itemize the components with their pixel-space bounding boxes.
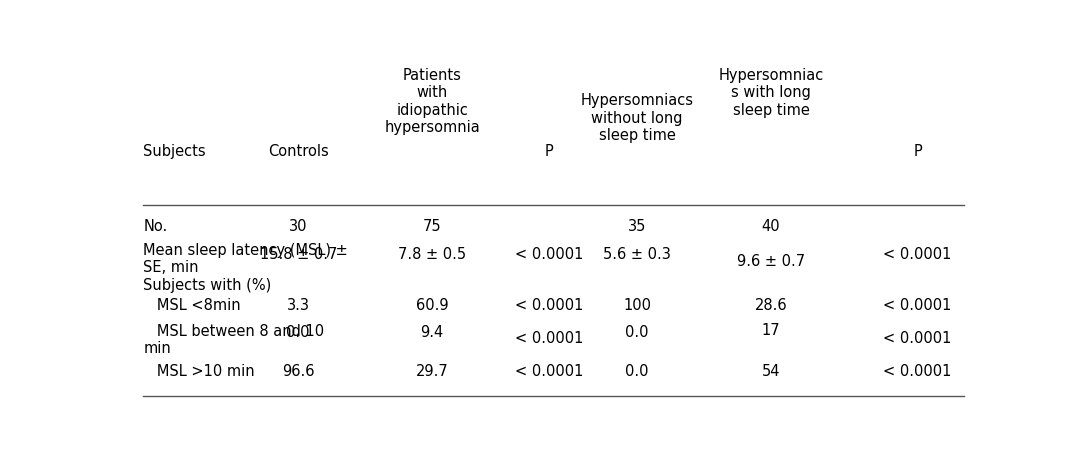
Text: P: P [914,145,922,159]
Text: < 0.0001: < 0.0001 [515,246,583,262]
Text: < 0.0001: < 0.0001 [515,299,583,313]
Text: 3.3: 3.3 [286,299,310,313]
Text: 75: 75 [423,219,442,234]
Text: Hypersomniac
s with long
sleep time: Hypersomniac s with long sleep time [718,68,824,118]
Text: 54: 54 [761,364,781,379]
Text: 100: 100 [623,299,651,313]
Text: < 0.0001: < 0.0001 [883,299,951,313]
Text: 15.8 ± 0.7: 15.8 ± 0.7 [259,246,337,262]
Text: No.: No. [144,219,167,234]
Text: Patients
with
idiopathic
hypersomnia: Patients with idiopathic hypersomnia [384,68,480,135]
Text: 35: 35 [627,219,647,234]
Text: 30: 30 [289,219,308,234]
Text: Mean sleep latency (MSL) ±
SE, min: Mean sleep latency (MSL) ± SE, min [144,243,348,275]
Text: MSL between 8 and 10
min: MSL between 8 and 10 min [144,324,324,356]
Text: P: P [545,145,554,159]
Text: Controls: Controls [268,145,328,159]
Text: MSL >10 min: MSL >10 min [144,364,255,379]
Text: 9.6 ± 0.7: 9.6 ± 0.7 [737,254,806,269]
Text: 7.8 ± 0.5: 7.8 ± 0.5 [399,246,467,262]
Text: < 0.0001: < 0.0001 [883,246,951,262]
Text: 5.6 ± 0.3: 5.6 ± 0.3 [604,246,671,262]
Text: 28.6: 28.6 [755,299,787,313]
Text: Subjects: Subjects [144,145,206,159]
Text: 60.9: 60.9 [416,299,448,313]
Text: 40: 40 [761,219,781,234]
Text: 0.0: 0.0 [625,325,649,340]
Text: < 0.0001: < 0.0001 [515,364,583,379]
Text: < 0.0001: < 0.0001 [883,364,951,379]
Text: < 0.0001: < 0.0001 [515,331,583,346]
Text: 96.6: 96.6 [282,364,314,379]
Text: 0.0: 0.0 [625,364,649,379]
Text: MSL <8min: MSL <8min [144,299,241,313]
Text: 9.4: 9.4 [420,325,444,340]
Text: Subjects with (%): Subjects with (%) [144,278,272,292]
Text: 29.7: 29.7 [416,364,448,379]
Text: Hypersomniacs
without long
sleep time: Hypersomniacs without long sleep time [581,93,693,143]
Text: 0.0: 0.0 [286,325,310,340]
Text: 17: 17 [761,323,781,337]
Text: < 0.0001: < 0.0001 [883,331,951,346]
